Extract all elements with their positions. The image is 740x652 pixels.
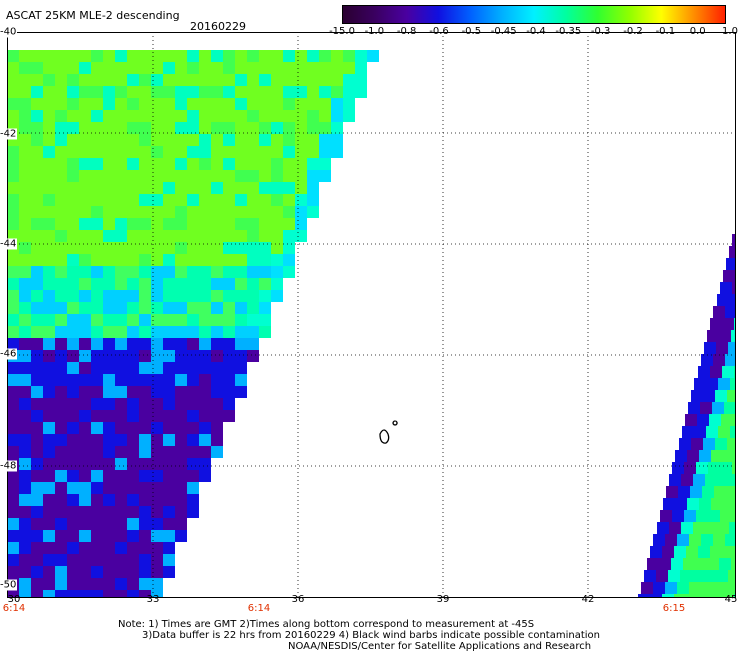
- time-label: 6:14: [2, 603, 26, 614]
- time-label: 6:14: [247, 603, 271, 614]
- map-title: ASCAT 25KM MLE-2 descending: [6, 9, 180, 22]
- colorbar-label: -0.8: [396, 26, 417, 37]
- colorbar-label: 0.0: [689, 26, 706, 37]
- plot-frame: [7, 32, 736, 598]
- colorbar-label: -0.1: [655, 26, 676, 37]
- colorbar-label: -0.5: [461, 26, 482, 37]
- swath-map: [7, 32, 736, 598]
- colorbar-gradient: [343, 6, 725, 23]
- colorbar-labels: -15.0 -1.0 -0.8 -0.6 -0.5 -0.45 -0.4 -0.35 -0.3 -…: [329, 26, 738, 38]
- colorbar-label: 1.0: [722, 26, 738, 37]
- colorbar-label: -0.35: [555, 26, 582, 37]
- note-line-3: NOAA/NESDIS/Center for Satellite Applica…: [288, 641, 592, 652]
- grid-lines: [7, 32, 736, 598]
- colorbar: [342, 5, 726, 24]
- colorbar-label: -0.2: [623, 26, 643, 37]
- colorbar-label: -0.4: [526, 26, 546, 37]
- island-outline: [379, 420, 398, 444]
- time-label: 6:15: [662, 603, 686, 614]
- colorbar-label: -15.0: [329, 26, 355, 37]
- mle-cells: [7, 50, 736, 598]
- map-date: 20160229: [190, 20, 246, 33]
- note-line-1: Note: 1) Times are GMT 2)Times along bot…: [118, 619, 535, 630]
- colorbar-label: -0.45: [490, 26, 517, 37]
- colorbar-label: -0.6: [429, 26, 449, 37]
- colorbar-label: -1.0: [364, 26, 385, 37]
- colorbar-label: -0.3: [590, 26, 611, 37]
- note-line-2: 3)Data buffer is 22 hrs from 20160229 4)…: [142, 630, 600, 641]
